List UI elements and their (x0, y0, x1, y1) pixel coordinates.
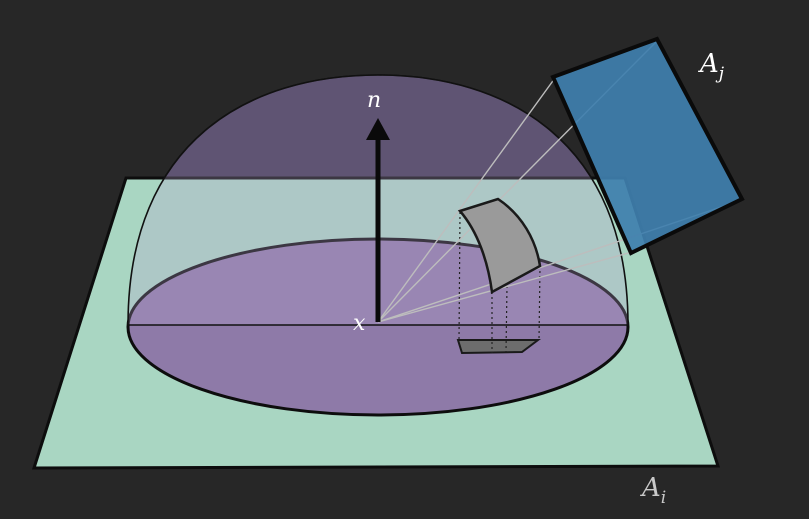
projected-patch-on-hemisphere (457, 197, 542, 294)
projection-lines (458, 211, 541, 353)
source-patch-label: Aj (698, 49, 725, 84)
normal-label: n (367, 88, 381, 113)
projected-area-on-disk (456, 339, 541, 355)
point-label: x (353, 311, 366, 336)
receiver-plane-label: Ai (640, 473, 666, 508)
normal-arrow (366, 118, 390, 322)
source-patch (550, 36, 745, 256)
